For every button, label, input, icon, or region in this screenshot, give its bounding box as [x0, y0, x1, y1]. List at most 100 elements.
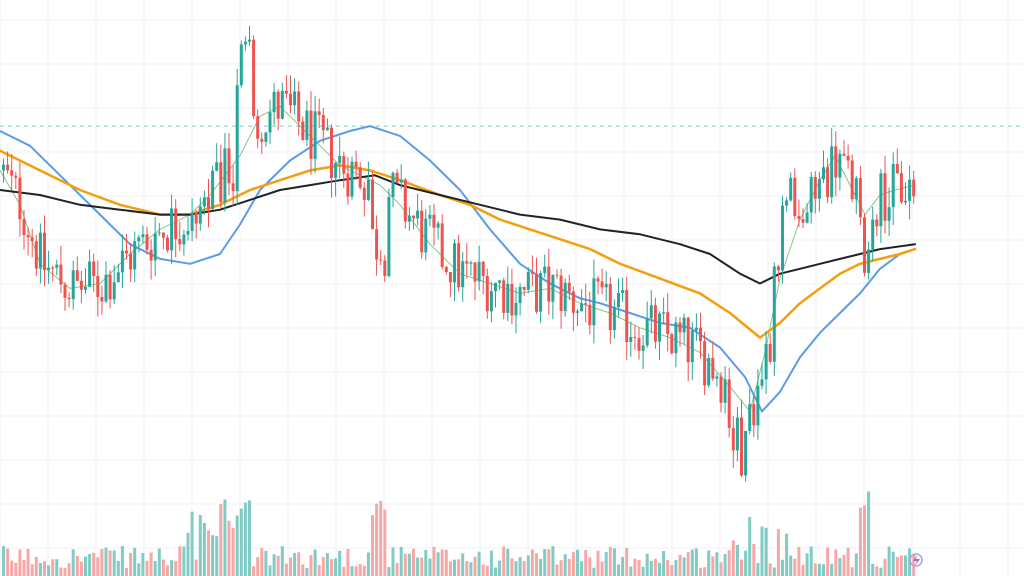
candle-down: [850, 160, 854, 200]
candle-down: [863, 217, 866, 273]
candle-up: [715, 376, 719, 379]
candle-up: [334, 162, 338, 179]
volume-bar-up: [908, 548, 912, 576]
candle-down: [207, 197, 210, 209]
candle-up: [141, 234, 145, 238]
volume-bar-down: [895, 556, 899, 576]
volume-bar-down: [14, 562, 18, 576]
volume-bar-up: [805, 553, 809, 576]
volume-bar-up: [817, 563, 821, 576]
candle-down: [22, 219, 26, 236]
candle-down: [793, 177, 797, 217]
candle-up: [781, 205, 784, 271]
candle-down: [633, 337, 637, 339]
candle-down: [92, 261, 96, 277]
volume-bar-down: [588, 557, 592, 576]
candle-down: [842, 153, 846, 156]
candle-down: [174, 208, 178, 240]
volume-bar-up: [264, 550, 268, 576]
volume-bar-up: [514, 561, 518, 576]
candle-up: [539, 273, 543, 312]
volume-bar-down: [740, 559, 743, 576]
volume-bar-down: [842, 554, 846, 576]
candle-down: [358, 167, 362, 188]
volume-bar-down: [567, 558, 571, 576]
candle-down: [670, 334, 674, 354]
ma-black-line: [0, 174, 916, 285]
candle-down: [26, 235, 30, 238]
volume-bar-up: [543, 549, 547, 576]
volume-bar-down: [321, 557, 325, 576]
candle-up: [248, 39, 251, 42]
volume-bar-down: [252, 566, 256, 576]
volume-bar-up: [838, 558, 842, 576]
candle-up: [551, 274, 555, 302]
candle-up: [190, 212, 194, 231]
candle-down: [108, 274, 112, 300]
candle-up: [576, 311, 579, 313]
candle-down: [96, 276, 100, 297]
volume-bar-up: [658, 562, 661, 576]
candle-down: [145, 234, 149, 250]
candle-up: [748, 404, 752, 431]
volume-bar-down: [231, 528, 235, 576]
volume-bar-down: [301, 564, 305, 576]
candle-up: [580, 303, 584, 312]
candle-down: [289, 93, 292, 106]
volume-bar-up: [182, 546, 186, 576]
volume-bar-down: [149, 552, 153, 576]
volume-bar-down: [510, 558, 514, 576]
volume-bar-up: [137, 563, 141, 576]
candle-down: [166, 237, 169, 251]
candle-up: [211, 170, 215, 209]
volume-bar-up: [334, 558, 338, 576]
volume-bar-up: [735, 544, 739, 576]
volume-bar-down: [600, 561, 604, 576]
candle-up: [838, 153, 842, 178]
candle-up: [543, 266, 547, 274]
volume-bar-down: [317, 565, 321, 576]
volume-bar-down: [207, 530, 210, 576]
volume-bar-down: [309, 555, 313, 576]
candle-down: [834, 146, 838, 178]
volume-bar-down: [420, 557, 424, 576]
candle-down: [420, 210, 424, 253]
candle-down: [899, 173, 903, 203]
candle-down: [227, 148, 231, 184]
candle-up: [366, 179, 370, 200]
candle-up: [170, 208, 174, 251]
candle-up: [104, 274, 108, 302]
volume-bar-up: [822, 564, 825, 576]
volume-bar-down: [625, 547, 629, 576]
candle-up: [658, 313, 661, 342]
candle-down: [161, 232, 165, 238]
candle-down: [284, 90, 288, 94]
candle-up: [772, 266, 776, 362]
volume-bar-up: [116, 560, 120, 576]
volume-bar-up: [436, 552, 440, 576]
volume-bar-down: [166, 565, 169, 576]
volume-bar-up: [744, 550, 748, 576]
volume-bar-down: [18, 549, 22, 576]
candle-down: [6, 164, 10, 171]
volume-bar-up: [891, 551, 895, 576]
candle-up: [202, 197, 206, 207]
candle-up: [871, 219, 875, 250]
volume-bar-up: [518, 557, 522, 576]
volume-bar-up: [2, 546, 5, 576]
volume-bar-down: [26, 548, 30, 576]
volume-bar-down: [637, 559, 641, 576]
candle-up: [498, 280, 502, 283]
candle-up: [682, 317, 686, 333]
volume-bar-down: [354, 566, 358, 576]
volume-bar-up: [760, 526, 764, 576]
candle-up: [116, 272, 120, 283]
volume-bar-down: [375, 503, 379, 576]
overlay: [0, 125, 1024, 567]
volume-bar-down: [342, 566, 346, 576]
volume-bar-down: [530, 549, 534, 576]
candle-down: [67, 297, 71, 300]
candle-up: [641, 345, 645, 351]
candle-down: [34, 241, 38, 269]
